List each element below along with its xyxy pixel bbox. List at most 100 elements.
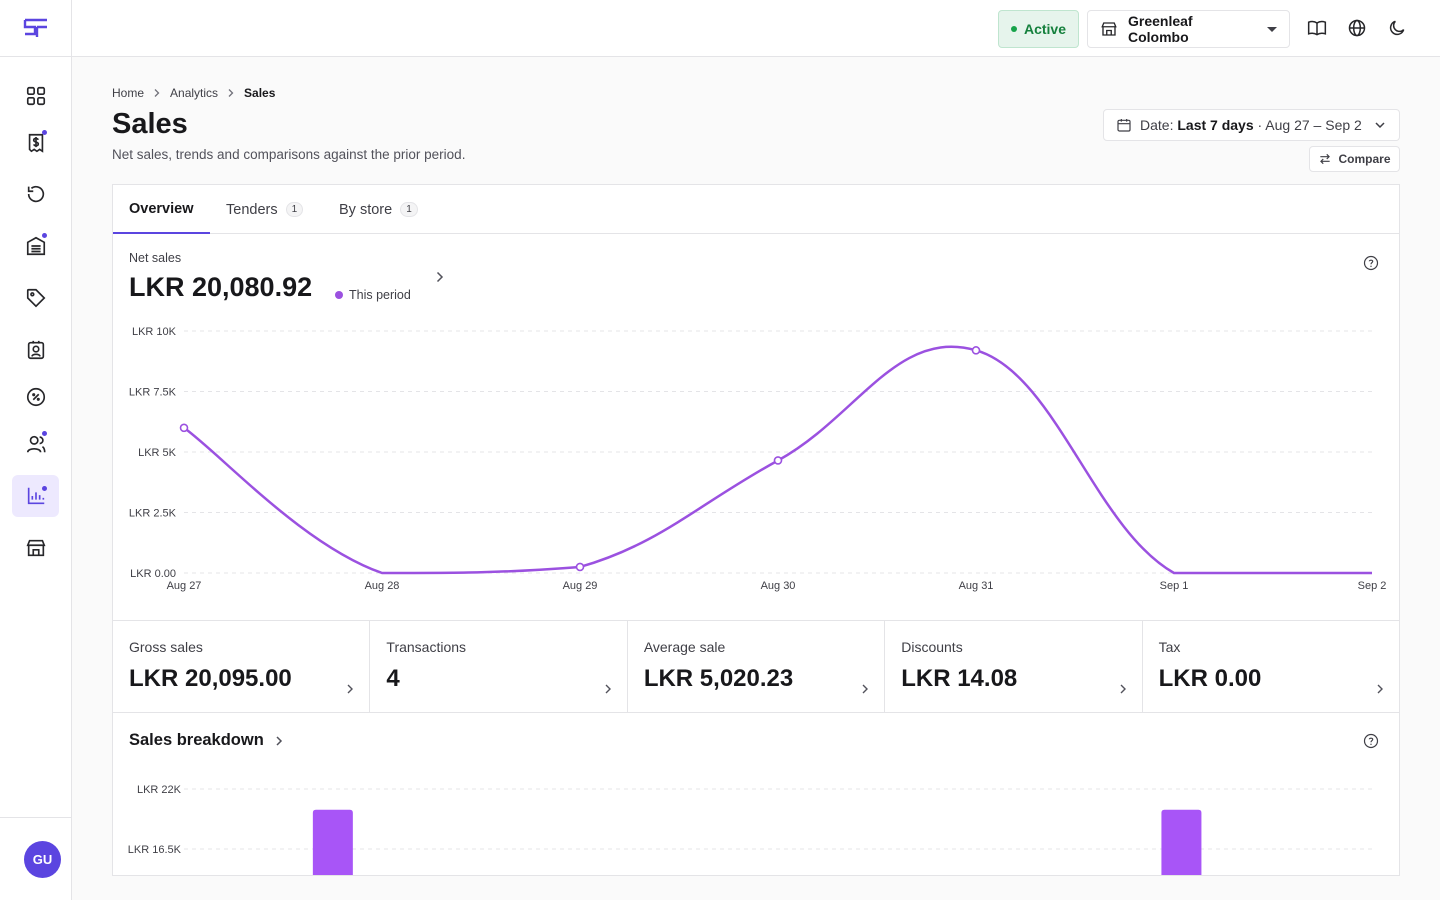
x-tick-label: Aug 27 [167, 580, 202, 592]
y-tick-label: LKR 2.5K [129, 508, 177, 520]
chevron-right-icon [605, 684, 611, 694]
metric-gross-sales[interactable]: Gross sales LKR 20,095.00 [113, 621, 371, 712]
theme-toggle[interactable] [1385, 16, 1409, 40]
metric-tax[interactable]: Tax LKR 0.00 [1143, 621, 1399, 712]
page-subtitle: Net sales, trends and comparisons agains… [112, 147, 466, 162]
tab-label: Overview [129, 200, 194, 217]
discount-icon [26, 387, 45, 407]
tab-tenders[interactable]: Tenders 1 [210, 185, 319, 234]
legend-swatch [335, 291, 343, 299]
caret-down-icon [1267, 26, 1277, 32]
store-name: Greenleaf Colombo [1127, 13, 1193, 45]
grid-icon [26, 86, 45, 106]
language-button[interactable] [1345, 16, 1369, 40]
date-filter-label: Date: [1140, 117, 1174, 133]
compare-button[interactable]: Compare [1309, 146, 1400, 172]
y-tick-label: LKR 22K [137, 784, 182, 796]
metric-value: LKR 14.08 [901, 665, 1018, 692]
y-tick-label: LKR 16.5K [128, 844, 182, 856]
x-tick-label: Aug 31 [959, 580, 994, 592]
sidebar-item-inventory[interactable] [12, 225, 59, 267]
date-range-name: Last 7 days [1177, 117, 1254, 133]
sidebar-item-promotions[interactable] [12, 376, 59, 418]
metric-label: Average sale [643, 639, 726, 655]
sidebar-item-analytics[interactable] [12, 475, 59, 517]
breadcrumb-analytics[interactable]: Analytics [170, 86, 219, 100]
tab-bar: Overview Tenders 1 By store 1 [113, 185, 1399, 234]
sidebar: GU [0, 0, 72, 900]
breadcrumb-current: Sales [244, 86, 276, 100]
contact-card-icon [27, 340, 44, 360]
x-tick-label: Aug 29 [563, 580, 598, 592]
receipt-dollar-icon [28, 133, 43, 153]
sidebar-item-staff[interactable] [12, 423, 59, 465]
sidebar-item-products[interactable] [12, 277, 59, 319]
chevron-right-icon [1377, 684, 1384, 694]
net-sales-line-chart: LKR 0.00 LKR 2.5K LKR 5K LKR 7.5K LKR 10K Aug… [129, 326, 1387, 592]
docs-button[interactable] [1305, 16, 1329, 40]
status-label: Active [1023, 21, 1067, 37]
metric-average-sale[interactable]: Average sale LKR 5,020.23 [628, 621, 886, 712]
net-sales-details-button[interactable] [434, 270, 446, 284]
help-icon[interactable] [1363, 255, 1379, 271]
users-icon [26, 435, 46, 453]
metrics-row: Gross sales LKR 20,095.00 Transactions 4… [113, 620, 1399, 713]
sidebar-item-customers[interactable] [12, 329, 59, 371]
sidebar-item-sales[interactable] [12, 122, 59, 164]
chevron-right-icon [347, 684, 354, 694]
refresh-icon [27, 185, 44, 203]
store-selector[interactable]: Greenleaf Colombo [1087, 10, 1290, 48]
metric-label: Gross sales [129, 639, 203, 655]
net-sales-value: LKR 20,080.92 [129, 272, 313, 302]
help-icon[interactable] [1363, 733, 1379, 749]
avatar[interactable]: GU [24, 841, 61, 878]
series-line [183, 345, 1372, 575]
data-point [773, 456, 783, 465]
metric-discounts[interactable]: Discounts LKR 14.08 [885, 621, 1143, 712]
topbar: Active Greenleaf Colombo [72, 0, 1440, 57]
tab-label: By store [339, 201, 393, 218]
store-icon [26, 539, 45, 557]
date-range-picker[interactable]: Date: Last 7 days · Aug 27 – Sep 2 [1103, 109, 1400, 141]
sales-breakdown-header[interactable]: Sales breakdown [129, 731, 284, 750]
tab-count-badge: 1 [400, 202, 418, 217]
sidebar-item-stores[interactable] [12, 527, 59, 569]
metric-value: LKR 0.00 [1158, 665, 1262, 692]
metric-value: LKR 20,095.00 [129, 665, 292, 692]
breadcrumb-home[interactable]: Home [112, 86, 145, 100]
breadcrumb: Home Analytics Sales [112, 86, 275, 100]
chevron-down-icon [1375, 122, 1385, 129]
tab-by-store[interactable]: By store 1 [323, 185, 434, 234]
sidebar-item-returns[interactable] [12, 173, 59, 215]
status-badge: Active [998, 10, 1079, 48]
notification-dot [42, 233, 47, 238]
sales-breakdown-title: Sales breakdown [129, 731, 264, 749]
sidebar-item-dashboard[interactable] [12, 75, 59, 117]
y-tick-label: LKR 7.5K [129, 387, 177, 399]
data-point [575, 562, 585, 572]
calendar-icon [1117, 119, 1131, 132]
tab-overview[interactable]: Overview [113, 185, 210, 234]
x-tick-label: Aug 28 [365, 580, 400, 592]
date-range-dates: · Aug 27 – Sep 2 [1257, 117, 1362, 133]
metric-transactions[interactable]: Transactions 4 [370, 621, 628, 712]
y-tick-label: LKR 10K [132, 326, 177, 338]
x-tick-label: Sep 2 [1358, 580, 1387, 592]
book-open-icon [1307, 20, 1327, 36]
tab-count-badge: 1 [285, 202, 304, 217]
sales-card: Overview Tenders 1 By store 1 Net sales … [112, 184, 1400, 876]
metric-label: Transactions [386, 639, 467, 655]
swap-icon [1320, 153, 1331, 165]
x-tick-label: Sep 1 [1160, 580, 1189, 592]
x-tick-label: Aug 30 [761, 580, 796, 592]
chevron-right-icon [228, 89, 234, 97]
chevron-right-icon [154, 89, 160, 97]
sidebar-footer: GU [0, 817, 72, 900]
bar-chart-icon [27, 487, 44, 505]
metric-value: 4 [386, 665, 400, 692]
moon-icon [1389, 20, 1405, 36]
net-sales-label: Net sales [129, 251, 182, 265]
app-logo[interactable] [0, 0, 72, 57]
data-point [179, 423, 189, 433]
y-tick-label: LKR 0.00 [130, 568, 176, 580]
